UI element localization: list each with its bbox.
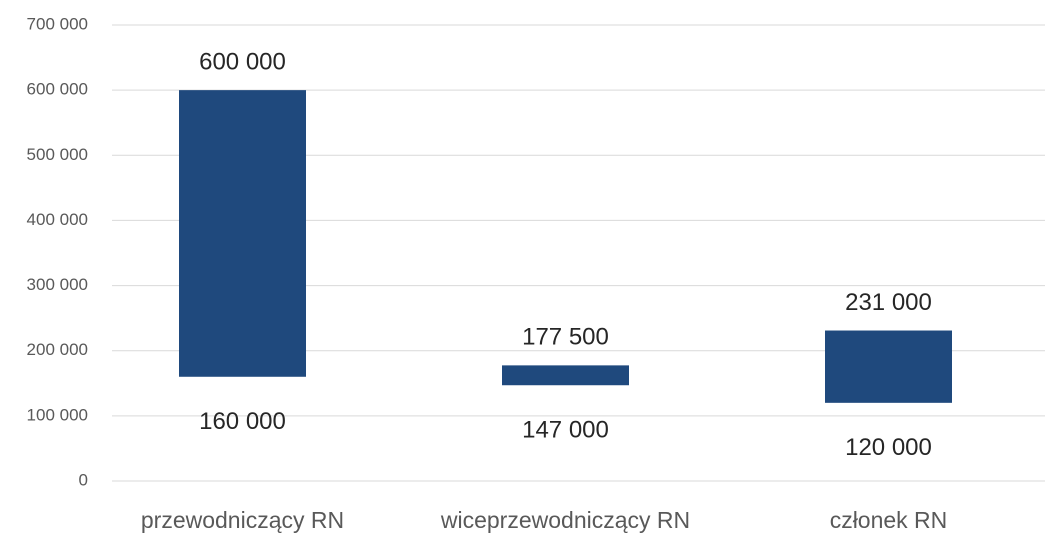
y-tick-label: 400 000 <box>27 210 88 229</box>
y-tick-label: 300 000 <box>27 275 88 294</box>
data-label-high: 177 500 <box>522 324 609 351</box>
y-tick-label: 600 000 <box>27 80 88 99</box>
y-tick-label: 0 <box>79 470 88 489</box>
bar <box>825 330 952 403</box>
x-tick-label: przewodniczący RN <box>141 507 344 533</box>
data-label-low: 160 000 <box>199 408 286 435</box>
y-tick-label: 500 000 <box>27 145 88 164</box>
y-tick-label: 700 000 <box>27 14 88 33</box>
bar <box>502 365 629 386</box>
y-tick-label: 200 000 <box>27 340 88 359</box>
x-tick-label: wiceprzewodniczący RN <box>440 507 690 533</box>
data-label-high: 231 000 <box>845 289 932 316</box>
bar <box>179 90 306 377</box>
x-tick-label: członek RN <box>830 507 948 533</box>
data-label-low: 147 000 <box>522 417 609 444</box>
data-label-high: 600 000 <box>199 48 286 75</box>
y-tick-label: 100 000 <box>27 405 88 424</box>
data-label-low: 120 000 <box>845 434 932 461</box>
